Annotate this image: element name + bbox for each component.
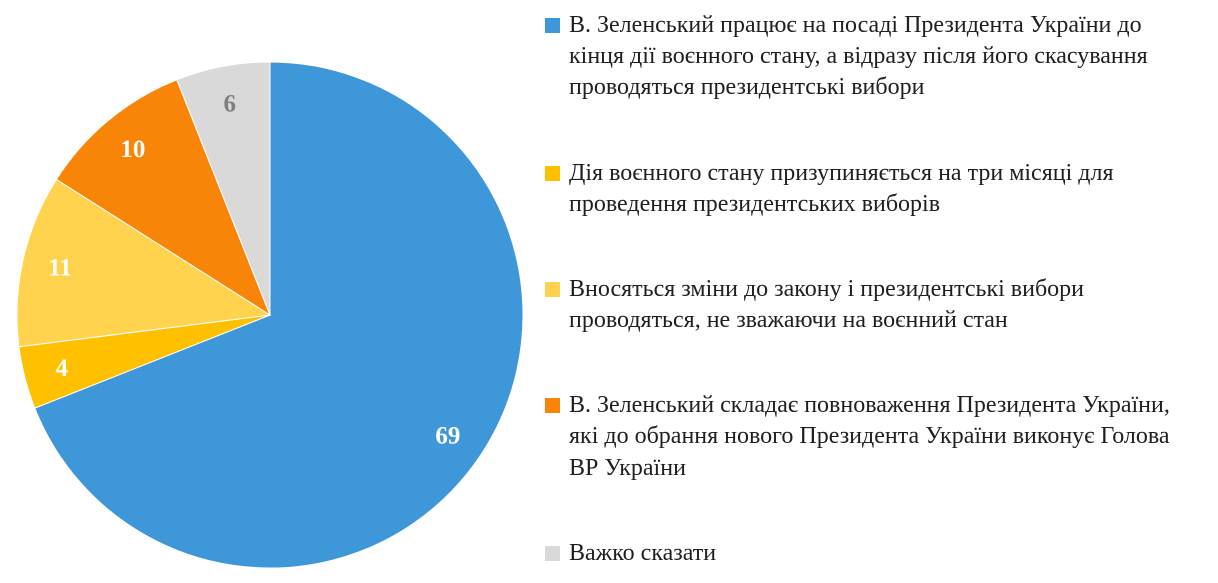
pie-slice-4 <box>55 79 272 317</box>
slice-value-label: 6 <box>223 90 236 117</box>
legend-label: Дія воєнного стану призупиняється на три… <box>569 159 1114 217</box>
legend-label: Важко сказати <box>569 539 717 566</box>
legend-item: Вносяться зміни до закону і президентськ… <box>545 274 1196 336</box>
legend-item: Дія воєнного стану призупиняється на три… <box>545 158 1196 220</box>
legend-swatch <box>545 281 560 297</box>
legend-label: В. Зеленський працює на посаді Президент… <box>569 12 1148 101</box>
legend-label: В. Зеленський складає повноваження Прези… <box>569 392 1170 481</box>
slice-value-label: 10 <box>120 136 145 163</box>
legend-item: В. Зеленський працює на посаді Президент… <box>545 10 1196 104</box>
slice-value-label: 69 <box>435 422 460 449</box>
slice-value-label: 11 <box>48 255 72 282</box>
legend-swatch <box>545 398 560 414</box>
legend-swatch <box>545 545 560 561</box>
pie-slice-5 <box>176 61 271 316</box>
pie-slice-1 <box>34 61 524 569</box>
pie-slice-3 <box>16 178 272 348</box>
pie-chart: 69 4 11 10 6 <box>0 0 545 583</box>
legend-swatch <box>545 18 560 33</box>
legend-label: Вносяться зміни до закону і президентськ… <box>569 275 1085 334</box>
legend-swatch <box>545 165 560 181</box>
legend-item: В. Зеленський складає повноваження Прези… <box>545 390 1196 484</box>
chart-legend: В. Зеленський працює на посаді Президент… <box>545 0 1218 583</box>
pie-svg: 69 4 11 10 6 <box>16 61 524 569</box>
slice-value-label: 4 <box>55 355 68 382</box>
legend-item: Важко сказати <box>545 538 1196 569</box>
